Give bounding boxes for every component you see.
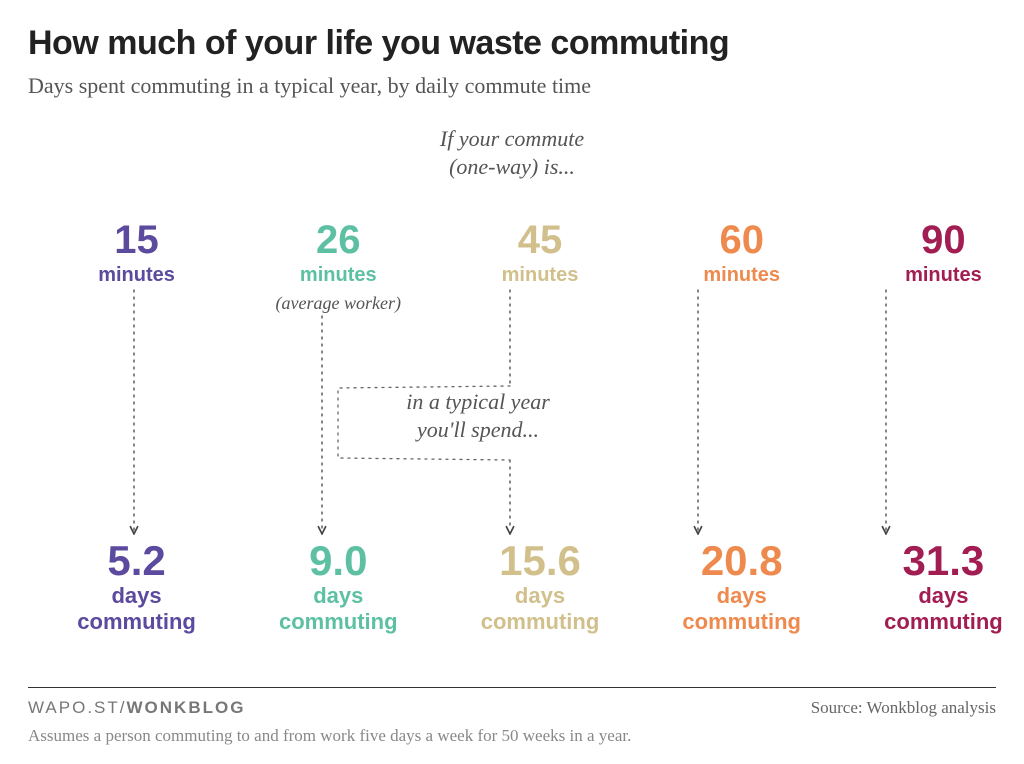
days-unit-line2: commuting (451, 610, 628, 634)
footer-source: Source: Wonkblog analysis (811, 698, 996, 718)
days-row: 5.2dayscommuting9.0dayscommuting15.6days… (28, 540, 1024, 634)
minutes-unit: minutes (250, 264, 427, 287)
days-cell: 20.8dayscommuting (653, 540, 830, 634)
top-condition-label: If your commute(one-way) is... (28, 125, 996, 180)
days-unit-line2: commuting (653, 610, 830, 634)
minutes-value: 45 (451, 220, 628, 260)
minutes-cell: 45 minutes (451, 220, 628, 314)
days-unit-line2: commuting (855, 610, 1024, 634)
minutes-value: 90 (855, 220, 1024, 260)
minutes-value: 26 (250, 220, 427, 260)
days-value: 20.8 (653, 540, 830, 582)
days-unit-line1: days (451, 584, 628, 608)
minutes-row: 15 minutes 26 minutes (average worker) 45 minu… (28, 220, 1024, 314)
minutes-cell: 60 minutes (653, 220, 830, 314)
days-unit-line1: days (250, 584, 427, 608)
minutes-cell: 15 minutes (48, 220, 225, 314)
mid-label-box: in a typical yearyou'll spend... (338, 388, 618, 458)
footer-rule (28, 687, 996, 688)
minutes-cell: 26 minutes (average worker) (250, 220, 427, 314)
connector-layer (0, 0, 1024, 764)
minutes-unit: minutes (451, 264, 628, 287)
days-unit-line1: days (855, 584, 1024, 608)
page-subtitle: Days spent commuting in a typical year, … (28, 73, 996, 99)
minutes-unit: minutes (653, 264, 830, 287)
days-cell: 5.2dayscommuting (48, 540, 225, 634)
footer-link-bold: WONKBLOG (127, 698, 246, 717)
minutes-note: (average worker) (250, 293, 427, 314)
minutes-unit: minutes (48, 264, 225, 287)
days-cell: 9.0dayscommuting (250, 540, 427, 634)
minutes-value: 60 (653, 220, 830, 260)
page-title: How much of your life you waste commutin… (28, 24, 996, 63)
days-cell: 15.6dayscommuting (451, 540, 628, 634)
minutes-cell: 90 minutes (855, 220, 1024, 314)
days-unit-line2: commuting (48, 610, 225, 634)
days-value: 31.3 (855, 540, 1024, 582)
days-unit-line1: days (48, 584, 225, 608)
days-value: 5.2 (48, 540, 225, 582)
minutes-unit: minutes (855, 264, 1024, 287)
mid-label-text: in a typical yearyou'll spend... (338, 388, 618, 443)
days-value: 9.0 (250, 540, 427, 582)
footer: WAPO.ST/WONKBLOG Source: Wonkblog analys… (28, 687, 996, 746)
footer-link-prefix: WAPO.ST/ (28, 698, 127, 717)
footer-link: WAPO.ST/WONKBLOG (28, 698, 245, 718)
days-unit-line2: commuting (250, 610, 427, 634)
days-value: 15.6 (451, 540, 628, 582)
footer-note: Assumes a person commuting to and from w… (28, 726, 996, 746)
minutes-value: 15 (48, 220, 225, 260)
days-cell: 31.3dayscommuting (855, 540, 1024, 634)
days-unit-line1: days (653, 584, 830, 608)
